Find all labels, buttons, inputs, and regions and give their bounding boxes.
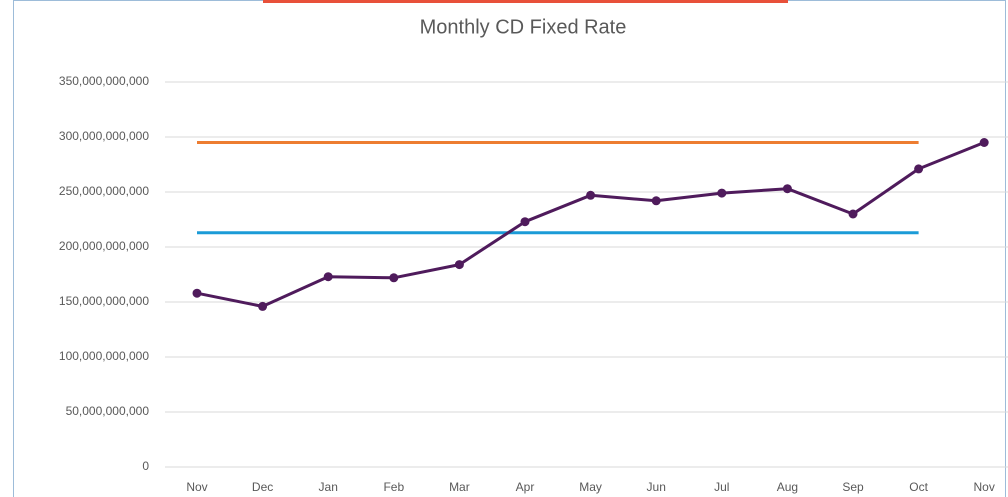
data-point bbox=[258, 301, 268, 311]
data-point bbox=[848, 209, 858, 219]
y-tick-label: 250,000,000,000 bbox=[59, 184, 149, 198]
x-tick-label: Nov bbox=[186, 480, 207, 494]
y-tick-label: 50,000,000,000 bbox=[66, 404, 150, 418]
data-point bbox=[717, 188, 727, 198]
x-tick-label: Mar bbox=[449, 480, 470, 494]
x-tick-label: May bbox=[579, 480, 602, 494]
x-tick-label: Jan bbox=[319, 480, 338, 494]
x-tick-label: Jul bbox=[714, 480, 729, 494]
x-tick-label: Aug bbox=[777, 480, 798, 494]
data-point bbox=[651, 196, 661, 206]
y-tick-label: 200,000,000,000 bbox=[59, 239, 149, 253]
data-point bbox=[454, 260, 464, 270]
x-tick-label: Feb bbox=[383, 480, 404, 494]
x-tick-label: Sep bbox=[842, 480, 864, 494]
data-point bbox=[914, 164, 924, 174]
data-point bbox=[586, 190, 596, 200]
y-tick-label: 350,000,000,000 bbox=[59, 74, 149, 88]
x-tick-label: Jun bbox=[647, 480, 666, 494]
data-point bbox=[782, 184, 792, 194]
data-point bbox=[192, 288, 202, 298]
x-tick-label: Oct bbox=[909, 480, 928, 494]
x-tick-label: Nov bbox=[974, 480, 995, 494]
y-tick-label: 150,000,000,000 bbox=[59, 294, 149, 308]
y-tick-label: 100,000,000,000 bbox=[59, 349, 149, 363]
y-tick-label: 300,000,000,000 bbox=[59, 129, 149, 143]
data-point bbox=[323, 272, 333, 282]
data-point bbox=[979, 138, 989, 147]
chart-frame bbox=[13, 0, 1006, 497]
selection-bar bbox=[263, 0, 788, 3]
data-point bbox=[520, 217, 530, 227]
chart-title: Monthly CD Fixed Rate bbox=[420, 16, 627, 38]
x-tick-label: Dec bbox=[252, 480, 273, 494]
x-tick-label: Apr bbox=[516, 480, 535, 494]
data-point bbox=[389, 273, 399, 283]
y-tick-label: 0 bbox=[142, 459, 149, 473]
